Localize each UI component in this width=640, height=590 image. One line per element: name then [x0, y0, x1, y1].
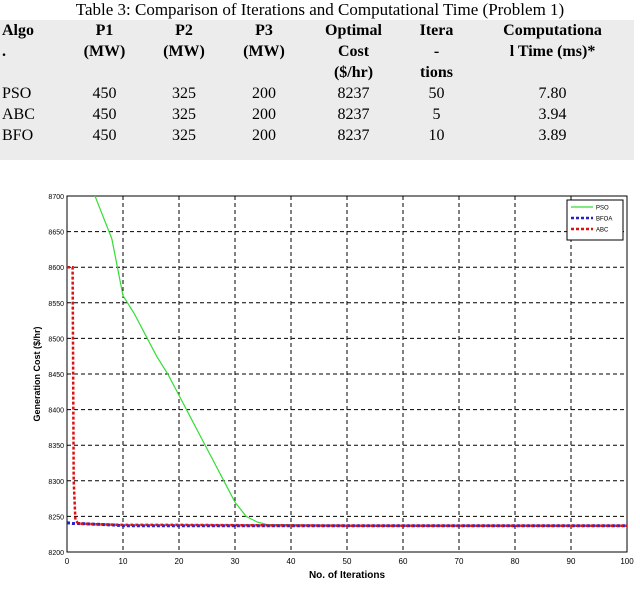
x-tick-label: 0 [65, 557, 70, 566]
header-algo: Algo. [2, 22, 34, 60]
chart-legend: PSO BFOA ABC [566, 199, 624, 241]
legend-label: BFOA [596, 217, 612, 223]
cell-p1: 450 [92, 106, 117, 123]
cell-cost: 8237 [337, 106, 370, 123]
y-tick-label: 8200 [48, 550, 64, 557]
table-row: BFO 450 325 200 8237 10 3.89 [0, 125, 634, 146]
results-table: Algo. P1 (MW) P2 (MW) P3 (MW) Optimal Cost ($… [0, 20, 634, 146]
y-tick-label: 8550 [48, 301, 64, 308]
cell-p3: 200 [252, 106, 276, 123]
y-tick-label: 8300 [48, 479, 64, 486]
x-tick-label: 50 [343, 557, 352, 566]
header-p2: P2 (MW) [163, 22, 205, 60]
table-row: ABC 450 325 200 8237 5 3.94 [0, 104, 634, 125]
table-caption: Table 3: Comparison of Iterations and Co… [75, 0, 565, 19]
x-tick-label: 90 [567, 557, 576, 566]
table-row: PSO 450 325 200 8237 50 7.80 [0, 83, 634, 104]
cell-iterations: 50 [428, 85, 445, 102]
header-p3: P3 (MW) [243, 22, 285, 60]
y-tick-label: 8350 [48, 443, 64, 450]
cell-p2: 325 [172, 127, 196, 144]
cell-algo: ABC [2, 106, 35, 123]
convergence-chart: 0 10 20 30 40 50 60 70 80 90 100 8200 8250 8300 8350 84… [32, 194, 634, 581]
cell-cost: 8237 [337, 85, 370, 102]
comparison-table: Algo. P1 (MW) P2 (MW) P3 (MW) Optimal Cost ($… [0, 20, 634, 160]
cell-iterations: 5 [432, 106, 441, 123]
header-computational-time: Computationa l Time (ms)* [503, 22, 602, 60]
cell-iterations: 10 [428, 127, 445, 144]
legend-label: PSO [596, 206, 609, 212]
x-tick-label: 30 [231, 557, 240, 566]
x-tick-label: 20 [175, 557, 184, 566]
cell-p2: 325 [172, 106, 196, 123]
cell-p1: 450 [92, 127, 117, 144]
y-tick-label: 8600 [48, 265, 64, 272]
legend-label: ABC [596, 228, 609, 234]
cell-time: 3.89 [538, 127, 567, 144]
cell-algo: BFO [2, 127, 34, 144]
x-tick-label: 100 [620, 557, 634, 566]
x-tick-label: 70 [455, 557, 464, 566]
cell-p2: 325 [172, 85, 196, 102]
cell-p3: 200 [252, 85, 276, 102]
table-header-row: Algo. P1 (MW) P2 (MW) P3 (MW) Optimal Cost ($… [0, 20, 634, 83]
y-tick-label: 8250 [48, 514, 64, 521]
chart-ticks: 0 10 20 30 40 50 60 70 80 90 100 8200 8250 8300 8350 84… [48, 194, 634, 566]
x-tick-label: 80 [511, 557, 520, 566]
legend-box [566, 199, 624, 241]
cell-p1: 450 [92, 85, 117, 102]
header-p1: P1 (MW) [83, 22, 126, 60]
x-tick-label: 40 [287, 557, 296, 566]
x-tick-label: 10 [119, 557, 128, 566]
series-line-abc [67, 265, 627, 527]
y-tick-label: 8450 [48, 372, 64, 379]
header-iterations: Itera - tions [419, 22, 454, 81]
x-axis-label: No. of Iterations [309, 570, 386, 581]
cell-p3: 200 [252, 127, 276, 144]
series-line-bfoa [66, 521, 627, 528]
y-tick-label: 8700 [48, 194, 64, 201]
chart-grid [67, 196, 627, 552]
y-tick-label: 8650 [48, 230, 64, 237]
y-tick-label: 8500 [48, 336, 64, 343]
cell-cost: 8237 [337, 127, 370, 144]
cell-time: 7.80 [538, 85, 567, 102]
header-optimal-cost: Optimal Cost ($/hr) [325, 22, 382, 81]
chart-series [66, 195, 627, 528]
convergence-figure: 0 10 20 30 40 50 60 70 80 90 100 8200 8250 8300 8350 84… [0, 186, 640, 585]
cell-time: 3.94 [538, 106, 567, 123]
y-tick-label: 8400 [48, 408, 64, 415]
x-tick-label: 60 [399, 557, 408, 566]
cell-algo: PSO [2, 85, 32, 102]
y-axis-label: Generation Cost ($/hr) [32, 326, 42, 421]
